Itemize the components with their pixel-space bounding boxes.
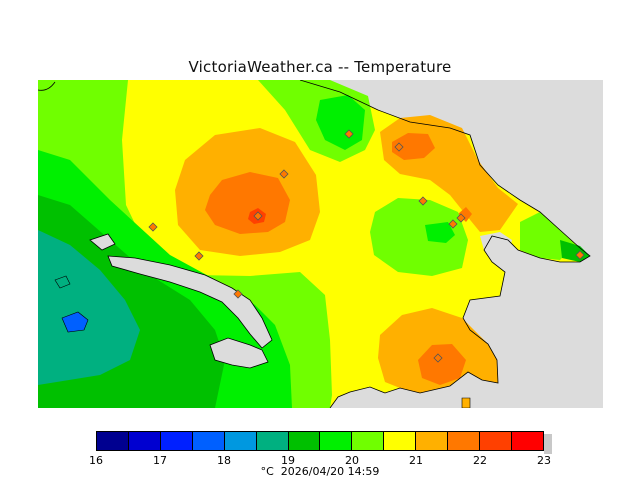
unit-label: °C — [260, 465, 274, 478]
colorbar-tick-label: 20 — [345, 454, 359, 467]
colorbar-tick-label: 19 — [281, 454, 295, 467]
colorbar-tick-label: 23 — [537, 454, 551, 467]
water-inlet-south — [210, 338, 268, 368]
water-inlet-west — [108, 256, 272, 348]
temp-zone-north-center-inner — [316, 95, 365, 150]
temp-zone-east-cool-inner — [425, 222, 455, 243]
colorbar-segment — [384, 432, 417, 450]
island-south — [461, 397, 471, 408]
temperature-colorbar — [96, 431, 544, 451]
colorbar-segment — [128, 432, 161, 450]
colorbar-segment — [448, 432, 481, 450]
colorbar-segment — [320, 432, 353, 450]
lake-southwest — [61, 311, 89, 333]
inlet-coastline — [89, 233, 273, 369]
station-marker-icon — [148, 222, 158, 232]
station-marker-icon — [456, 213, 466, 223]
temp-zone-teal — [38, 230, 140, 385]
station-marker-icon — [418, 196, 428, 206]
coast-northwest — [38, 81, 56, 91]
lake-west — [54, 275, 71, 289]
colorbar-segment — [416, 432, 449, 450]
colorbar-segment — [97, 432, 129, 450]
colorbar-segment — [511, 432, 543, 450]
colorbar-shadow — [544, 434, 552, 454]
station-marker-icon — [433, 353, 443, 363]
temp-zone-south-hot — [418, 344, 466, 385]
colorbar-segment — [256, 432, 289, 450]
footer: °C 2026/04/20 14:59 — [0, 465, 640, 478]
station-marker-icon — [233, 289, 243, 299]
station-marker-icon — [448, 219, 458, 229]
station-marker-icon — [394, 142, 404, 152]
map-title: VictoriaWeather.ca -- Temperature — [188, 58, 452, 76]
colorbar-segment — [480, 432, 512, 450]
temp-zone-central-hot — [205, 172, 290, 234]
coastline — [299, 80, 591, 408]
temp-zone-northeast-hot — [392, 133, 435, 160]
temp-zone-east-cool — [370, 198, 468, 276]
colorbar-tick-label: 21 — [409, 454, 423, 467]
colorbar-tick-label: 16 — [89, 454, 103, 467]
colorbar-segment — [192, 432, 225, 450]
station-marker-icon — [575, 250, 585, 260]
colorbar-tick-label: 18 — [217, 454, 231, 467]
station-marker-icon — [253, 211, 263, 221]
colorbar-segment — [288, 432, 321, 450]
station-markers — [148, 129, 585, 363]
colorbar-segment — [160, 432, 193, 450]
colorbar-segment — [352, 432, 385, 450]
temp-zone-east-hot — [458, 207, 472, 222]
timestamp: 2026/04/20 14:59 — [280, 465, 380, 478]
colorbar-ticks: 16 17 18 19 20 21 22 23 — [0, 454, 640, 468]
water-bay-east — [480, 232, 512, 262]
colorbar-tick-label: 22 — [473, 454, 487, 467]
station-marker-icon — [194, 251, 204, 261]
station-marker-icon — [279, 169, 289, 179]
colorbar-tick-label: 17 — [153, 454, 167, 467]
station-marker-icon — [344, 129, 354, 139]
colorbar-segment — [224, 432, 257, 450]
